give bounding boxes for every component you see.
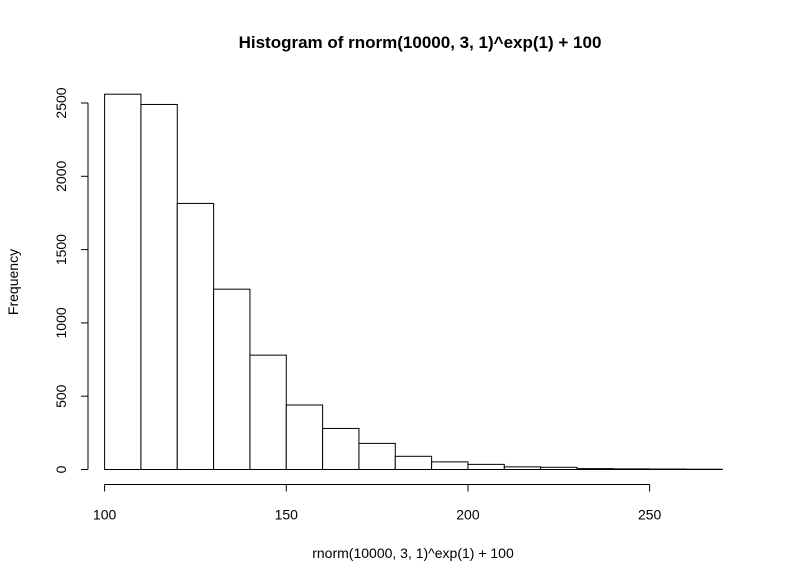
x-tick-label: 200 (456, 507, 480, 523)
histogram-bar (104, 93, 142, 470)
histogram-bars (104, 93, 723, 471)
histogram-bar (503, 466, 542, 470)
histogram-bar (322, 427, 360, 471)
histogram-bar (576, 468, 614, 470)
x-axis: 100 150 200 250 (93, 484, 662, 523)
histogram-bar (213, 288, 251, 470)
histogram-bar (612, 468, 651, 471)
y-tick-label: 2500 (53, 87, 69, 118)
y-axis: 0 500 1000 1500 2000 2500 (53, 87, 89, 473)
y-tick-label: 1500 (53, 234, 69, 265)
histogram-bar (394, 455, 433, 470)
y-tick-label: 1000 (53, 307, 69, 338)
x-axis-label: rnorm(10000, 3, 1)^exp(1) + 100 (312, 545, 514, 561)
y-tick-label: 500 (53, 384, 69, 408)
histogram-bar (176, 202, 215, 470)
histogram-bar (249, 354, 287, 470)
histogram-bar (540, 466, 578, 470)
histogram-bar (140, 103, 178, 471)
histogram-bar (431, 461, 469, 471)
chart-title: Histogram of rnorm(10000, 3, 1)^exp(1) +… (239, 33, 602, 52)
histogram-bar (467, 463, 505, 470)
y-tick-label: 0 (53, 465, 69, 473)
x-tick-label: 150 (275, 507, 299, 523)
histogram-bar (358, 442, 396, 470)
x-tick-label: 100 (93, 507, 117, 523)
histogram-bar (285, 404, 324, 470)
y-axis-label: Frequency (5, 249, 21, 315)
x-tick-label: 250 (638, 507, 662, 523)
y-tick-label: 2000 (53, 161, 69, 192)
